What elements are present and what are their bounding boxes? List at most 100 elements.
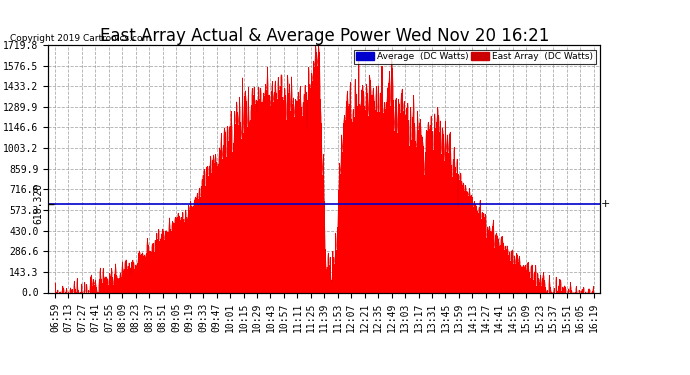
Bar <box>474 201 475 292</box>
Bar <box>81 284 83 292</box>
Bar <box>293 98 294 292</box>
Bar <box>395 100 396 292</box>
Bar <box>524 267 525 292</box>
Bar <box>464 192 465 292</box>
Bar <box>457 208 458 292</box>
Bar <box>485 214 486 292</box>
Bar <box>484 217 485 292</box>
Bar <box>74 281 75 292</box>
Bar <box>143 256 144 292</box>
Bar <box>390 106 391 292</box>
Bar <box>400 113 401 292</box>
Bar <box>503 243 504 292</box>
Bar <box>460 173 462 292</box>
Bar <box>275 81 276 292</box>
Bar <box>353 117 355 292</box>
Bar <box>188 205 189 292</box>
Bar <box>238 125 239 292</box>
Bar <box>132 260 133 292</box>
Bar <box>530 278 531 292</box>
Bar <box>579 290 580 292</box>
Bar <box>541 286 542 292</box>
Bar <box>62 286 63 292</box>
Bar <box>387 88 388 292</box>
Bar <box>397 133 398 292</box>
Bar <box>117 278 118 292</box>
Bar <box>547 290 548 292</box>
Bar <box>486 238 487 292</box>
Bar <box>193 206 194 292</box>
Bar <box>168 232 169 292</box>
Bar <box>344 115 345 292</box>
Bar <box>396 98 397 292</box>
Bar <box>214 164 215 292</box>
Bar <box>219 148 220 292</box>
Bar <box>369 75 370 292</box>
Bar <box>458 174 460 292</box>
Bar <box>301 107 302 292</box>
Bar <box>199 188 200 292</box>
Bar <box>262 102 264 292</box>
Bar <box>494 248 495 292</box>
Bar <box>330 257 331 292</box>
Bar <box>438 115 440 292</box>
Bar <box>339 163 340 292</box>
Bar <box>498 239 499 292</box>
Bar <box>239 97 240 292</box>
Bar <box>496 233 497 292</box>
Bar <box>277 77 279 292</box>
Bar <box>138 253 139 292</box>
Legend: Average  (DC Watts), East Array  (DC Watts): Average (DC Watts), East Array (DC Watts… <box>353 50 595 64</box>
Bar <box>199 197 201 292</box>
Bar <box>340 174 341 292</box>
Bar <box>418 130 419 292</box>
Bar <box>140 255 141 292</box>
Bar <box>127 269 128 292</box>
Bar <box>213 155 214 292</box>
Bar <box>450 132 451 292</box>
Bar <box>118 279 119 292</box>
Bar <box>447 135 448 292</box>
Bar <box>589 289 590 292</box>
Bar <box>392 68 393 292</box>
Bar <box>230 111 232 292</box>
Bar <box>442 128 443 292</box>
Bar <box>103 268 104 292</box>
Bar <box>306 130 308 292</box>
Bar <box>233 143 235 292</box>
Bar <box>152 243 154 292</box>
Bar <box>528 262 529 292</box>
Bar <box>236 102 237 292</box>
Bar <box>382 108 384 292</box>
Bar <box>333 256 335 292</box>
Bar <box>375 110 376 292</box>
Bar <box>526 263 528 292</box>
Bar <box>593 286 594 292</box>
Bar <box>404 115 406 292</box>
Bar <box>517 255 518 292</box>
Bar <box>265 84 266 292</box>
Bar <box>249 122 250 292</box>
Bar <box>592 291 593 292</box>
Bar <box>428 129 430 292</box>
Bar <box>417 111 418 292</box>
Bar <box>157 239 159 292</box>
Bar <box>551 291 552 292</box>
Bar <box>363 90 364 292</box>
Bar <box>243 133 244 292</box>
Bar <box>515 264 516 292</box>
Bar <box>325 249 326 292</box>
Bar <box>402 89 403 292</box>
Bar <box>308 67 309 292</box>
Bar <box>355 93 357 292</box>
Bar <box>326 269 327 292</box>
Bar <box>535 266 536 292</box>
Bar <box>421 135 422 292</box>
Bar <box>242 78 243 292</box>
Bar <box>341 135 342 292</box>
Bar <box>174 223 175 292</box>
Bar <box>269 95 270 292</box>
Bar <box>112 277 113 292</box>
Bar <box>424 176 425 292</box>
Bar <box>497 236 498 292</box>
